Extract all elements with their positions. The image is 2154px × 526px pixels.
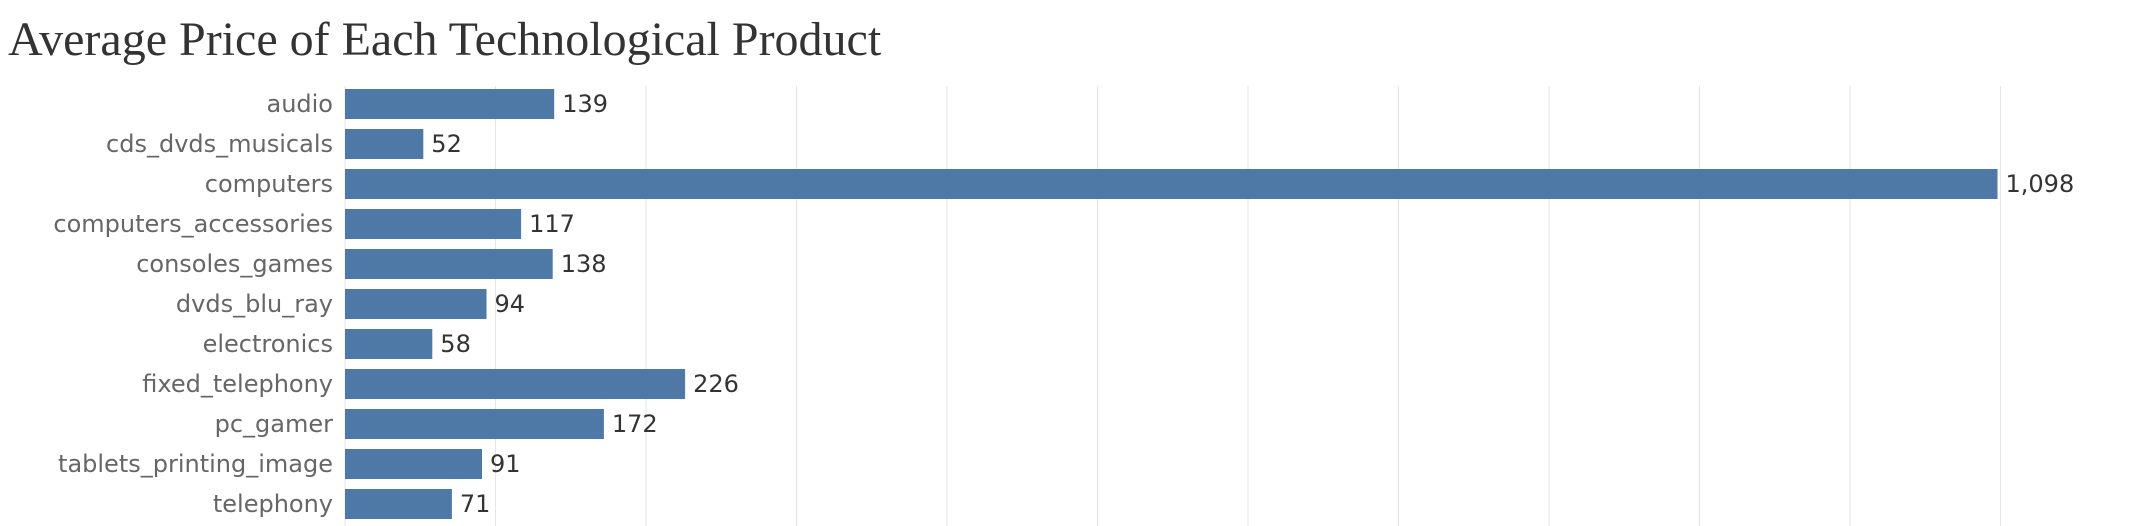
bar-pc-gamer[interactable] (345, 409, 604, 439)
category-label: consoles_games (136, 250, 333, 278)
bar-dvds-blu-ray[interactable] (345, 289, 487, 319)
value-label: 1,098 (2006, 170, 2075, 198)
value-label: 58 (440, 330, 471, 358)
value-label: 71 (460, 490, 491, 518)
chart-title: Average Price of Each Technological Prod… (8, 13, 882, 66)
category-label: dvds_blu_ray (176, 290, 333, 318)
bar-telephony[interactable] (345, 489, 452, 519)
value-label: 52 (431, 130, 462, 158)
value-label: 139 (562, 90, 608, 118)
bar-tablets-printing-image[interactable] (345, 449, 482, 479)
category-label: cds_dvds_musicals (106, 130, 333, 158)
category-label: audio (266, 90, 333, 118)
value-label: 94 (495, 290, 526, 318)
bar-audio[interactable] (345, 89, 555, 119)
bar-electronics[interactable] (345, 329, 433, 359)
gridlines (344, 86, 2001, 526)
value-label: 117 (529, 210, 575, 238)
bar-fixed-telephony[interactable] (345, 369, 686, 399)
bar-computers[interactable] (345, 169, 1998, 199)
category-label: tablets_printing_image (58, 450, 333, 478)
value-label: 226 (693, 370, 739, 398)
bar-cds-dvds-musicals[interactable] (345, 129, 424, 159)
bar-consoles-games[interactable] (345, 249, 553, 279)
value-label: 91 (490, 450, 521, 478)
value-labels: 139 52 1,098 117 138 94 58 226 172 91 71 (431, 90, 2074, 518)
value-label: 172 (612, 410, 658, 438)
bars (345, 89, 1998, 519)
value-label: 138 (561, 250, 607, 278)
category-label: computers_accessories (53, 210, 333, 238)
bar-computers-accessories[interactable] (345, 209, 522, 239)
category-label: computers (205, 170, 333, 198)
category-label: pc_gamer (215, 410, 334, 438)
category-labels: audio cds_dvds_musicals computers computers… (53, 90, 333, 518)
category-label: fixed_telephony (142, 370, 333, 398)
category-label: electronics (203, 330, 333, 358)
category-label: telephony (213, 490, 333, 518)
